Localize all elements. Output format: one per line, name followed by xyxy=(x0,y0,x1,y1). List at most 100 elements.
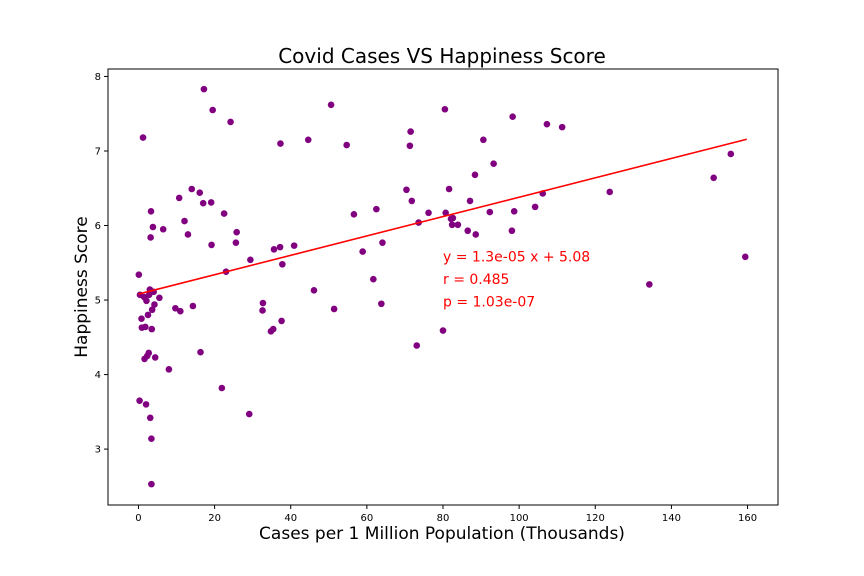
data-point xyxy=(646,281,653,288)
data-point xyxy=(379,239,386,246)
x-tick-label: 160 xyxy=(738,513,757,524)
data-point xyxy=(207,199,215,206)
data-point xyxy=(148,435,155,442)
data-point xyxy=(508,227,516,235)
chart-title: Covid Cases VS Happiness Score xyxy=(278,44,606,68)
data-point xyxy=(439,327,447,334)
data-point xyxy=(727,150,735,158)
data-point xyxy=(139,134,147,141)
data-point xyxy=(510,208,518,215)
data-point xyxy=(188,185,196,193)
data-point xyxy=(359,248,366,255)
data-point xyxy=(227,118,234,126)
data-point xyxy=(142,323,149,331)
data-point xyxy=(408,197,416,205)
data-point xyxy=(149,223,157,231)
data-point xyxy=(480,136,487,144)
data-point xyxy=(232,239,240,246)
data-point xyxy=(259,299,267,307)
data-point xyxy=(406,142,414,150)
data-point xyxy=(373,205,380,213)
regression-line xyxy=(138,138,747,295)
data-point xyxy=(259,307,266,314)
data-point xyxy=(177,307,184,315)
data-point xyxy=(472,231,480,238)
data-point xyxy=(449,214,457,222)
data-point xyxy=(310,287,318,294)
data-point xyxy=(330,305,338,313)
x-tick-label: 80 xyxy=(437,513,450,524)
x-tick-label: 20 xyxy=(208,513,221,524)
data-point xyxy=(327,101,335,109)
y-tick-label: 4 xyxy=(95,370,101,381)
regression-annotation: y = 1.3e-05 x + 5.08 xyxy=(443,249,590,265)
y-tick-label: 6 xyxy=(95,221,101,232)
data-point xyxy=(165,366,173,373)
data-point xyxy=(159,225,167,233)
data-point xyxy=(156,294,163,302)
data-point xyxy=(531,203,539,211)
data-point xyxy=(233,228,240,236)
data-point xyxy=(403,186,410,194)
data-point xyxy=(144,311,152,319)
data-point xyxy=(196,189,204,197)
y-axis-ticks: 3 4 5 6 7 8 xyxy=(95,72,108,456)
data-point xyxy=(181,217,188,225)
data-points xyxy=(135,85,749,488)
data-point xyxy=(218,384,226,392)
data-point xyxy=(471,171,479,179)
data-point xyxy=(543,120,551,128)
x-tick-label: 60 xyxy=(360,513,373,524)
data-point xyxy=(269,325,277,333)
data-point xyxy=(148,306,156,314)
data-point xyxy=(145,349,153,357)
data-point xyxy=(425,209,432,217)
data-point xyxy=(290,242,298,249)
data-point xyxy=(184,231,192,238)
data-point xyxy=(197,348,204,356)
x-tick-label: 0 xyxy=(135,513,141,524)
x-tick-label: 140 xyxy=(662,513,681,524)
data-point xyxy=(189,302,197,310)
data-point xyxy=(200,85,208,93)
data-point xyxy=(135,271,143,279)
data-point xyxy=(143,297,150,305)
data-point xyxy=(710,174,717,182)
data-point xyxy=(247,256,254,264)
data-point xyxy=(448,221,456,229)
data-point xyxy=(486,208,494,216)
data-point xyxy=(279,260,286,268)
regression-line-layer xyxy=(138,138,747,295)
data-point xyxy=(378,300,385,308)
data-point xyxy=(148,325,156,333)
data-point xyxy=(490,160,497,167)
regression-annotation: p = 1.03e-07 xyxy=(443,294,535,310)
data-point xyxy=(606,188,614,196)
data-point xyxy=(343,141,350,149)
x-axis-label: Cases per 1 Million Population (Thousand… xyxy=(259,524,625,544)
data-point xyxy=(151,354,159,361)
y-axis-label: Happiness Score xyxy=(72,216,92,357)
data-point xyxy=(146,414,154,422)
data-point xyxy=(172,304,179,312)
y-tick-label: 8 xyxy=(95,72,101,83)
data-point xyxy=(276,243,284,251)
data-point xyxy=(454,221,462,229)
x-axis-ticks: 0 20 40 60 80 100 120 140 160 xyxy=(135,505,757,524)
data-point xyxy=(175,194,183,202)
data-point xyxy=(151,301,158,308)
data-point xyxy=(220,210,228,217)
y-tick-label: 3 xyxy=(95,445,101,456)
regression-annotations: y = 1.3e-05 x + 5.08 r = 0.485 p = 1.03e-0… xyxy=(443,249,590,310)
data-point xyxy=(304,136,312,144)
data-point xyxy=(277,140,284,147)
data-point xyxy=(209,106,216,114)
data-point xyxy=(270,246,278,253)
data-point xyxy=(136,397,143,404)
x-tick-label: 120 xyxy=(586,513,605,524)
data-point xyxy=(199,199,207,207)
data-point xyxy=(147,208,155,215)
data-point xyxy=(413,342,421,349)
data-point xyxy=(148,480,155,488)
data-point xyxy=(509,113,516,120)
